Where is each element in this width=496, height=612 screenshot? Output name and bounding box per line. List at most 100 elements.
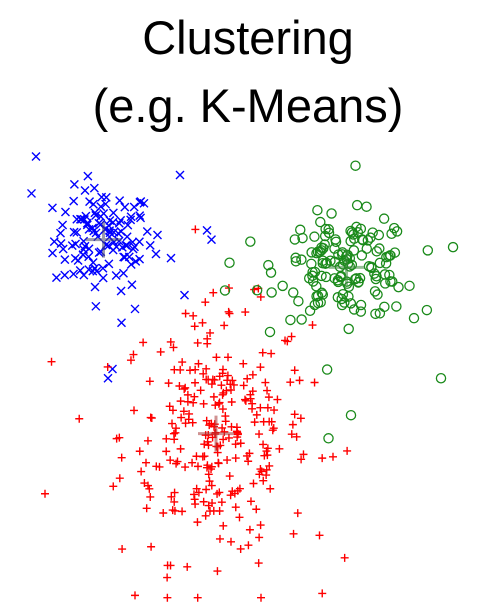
circle-point: [296, 254, 307, 265]
plus-point: [207, 462, 216, 471]
plus-point: [281, 336, 290, 345]
cross-x-point: [58, 220, 68, 230]
cross-x-point: [101, 199, 111, 209]
plus-point: [213, 567, 222, 576]
plus-point: [135, 447, 144, 456]
circle-point: [351, 199, 363, 211]
plus-point: [162, 447, 171, 456]
circle-point: [374, 257, 386, 269]
circle-point: [312, 290, 324, 302]
cross-x-point: [126, 259, 136, 269]
cross-x-point: [105, 216, 115, 226]
circle-point: [265, 267, 277, 278]
plus-point: [258, 348, 267, 357]
plus-point: [224, 433, 233, 442]
plus-point: [193, 593, 202, 602]
plus-point: [204, 470, 213, 479]
plus-point: [223, 456, 232, 465]
plus-point: [166, 456, 175, 465]
plus-point: [241, 396, 250, 405]
plus-point: [199, 399, 208, 408]
circle-point: [408, 312, 420, 324]
cross-x-point: [97, 192, 107, 202]
plus-point: [202, 375, 211, 384]
plus-point: [265, 417, 274, 426]
cross-x-point: [48, 248, 58, 258]
plus-point: [126, 356, 135, 365]
plus-point: [192, 452, 201, 461]
plus-point: [265, 461, 274, 470]
circle-point: [373, 229, 385, 241]
plus-point: [308, 321, 317, 330]
cross-x-point: [88, 199, 98, 209]
plus-point: [176, 444, 185, 453]
plus-point: [178, 358, 187, 367]
plus-point: [245, 525, 254, 534]
cross-x-point: [96, 202, 106, 212]
cross-x-point: [108, 364, 117, 374]
cross-x-point: [69, 227, 79, 237]
cross-x-point: [56, 228, 65, 238]
centroid-marker: [85, 221, 122, 258]
circle-point: [350, 160, 361, 171]
circle-point: [319, 239, 330, 250]
cross-x-point: [105, 226, 115, 236]
plus-point: [224, 353, 233, 362]
plus-point: [163, 573, 172, 582]
plus-point: [264, 393, 273, 402]
cross-x-point: [122, 241, 132, 251]
plus-point: [190, 322, 199, 331]
circle-point: [404, 280, 415, 292]
circle-point: [378, 213, 390, 224]
circle-point: [391, 226, 403, 237]
circle-point: [326, 208, 337, 219]
plus-point: [287, 430, 296, 439]
plus-point: [47, 357, 56, 366]
circle-point: [323, 224, 334, 235]
cross-x-point: [72, 227, 82, 237]
plus-point: [262, 447, 271, 456]
plus-point: [215, 534, 224, 543]
plus-point: [129, 350, 138, 359]
circle-point: [391, 301, 402, 312]
plus-point: [218, 405, 227, 414]
plus-point: [205, 477, 214, 486]
plus-point: [159, 509, 168, 518]
plus-point: [256, 292, 265, 301]
circle-point: [370, 308, 381, 320]
plus-point: [193, 518, 202, 527]
plus-point: [176, 397, 185, 406]
cross-x-point: [127, 280, 137, 290]
plus-point: [318, 589, 327, 598]
plus-point: [343, 446, 352, 455]
cross-x-point: [207, 235, 216, 245]
circle-point: [306, 247, 317, 258]
plus-point: [227, 398, 236, 407]
plus-point: [244, 457, 253, 466]
plus-point: [109, 482, 118, 491]
plus-point: [181, 383, 190, 392]
plus-point: [244, 541, 253, 550]
plus-point: [242, 451, 251, 460]
plus-point: [181, 419, 190, 428]
plus-point: [191, 378, 200, 387]
circle-point: [355, 299, 367, 311]
centroid-marker: [198, 415, 234, 452]
plus-point: [220, 321, 229, 330]
plus-point: [200, 452, 209, 461]
circle-point: [266, 287, 277, 298]
plus-point: [198, 318, 207, 327]
circle-point: [312, 246, 324, 258]
plus-point: [145, 377, 154, 386]
circle-point: [356, 234, 368, 245]
plus-point: [206, 328, 215, 337]
plus-point: [250, 418, 259, 427]
circle-point: [317, 289, 329, 300]
plus-point: [256, 363, 265, 372]
plus-point: [239, 359, 248, 368]
circle-point: [289, 234, 301, 245]
plus-point: [202, 485, 211, 494]
plus-point: [252, 410, 261, 419]
cross-x-point: [89, 183, 99, 193]
plus-point: [318, 454, 327, 463]
